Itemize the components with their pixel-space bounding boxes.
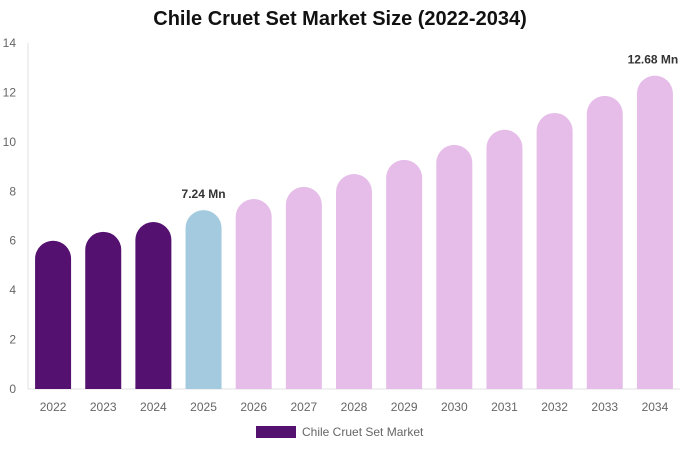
bar-2025 [185,210,222,389]
x-tick-label: 2028 [341,400,368,414]
bar-2033 [586,95,623,389]
y-tick-label: 0 [9,382,16,396]
data-label: 12.68 Mn [628,53,679,67]
legend: Chile Cruet Set Market [256,425,423,439]
bar-2028 [336,173,372,389]
x-tick-label: 2022 [40,400,67,414]
y-tick-label: 10 [3,135,17,149]
bar-2031 [486,129,523,390]
y-tick-label: 8 [9,184,16,198]
chart-title: Chile Cruet Set Market Size (2022-2034) [153,8,527,30]
x-tick-label: 2025 [190,400,217,414]
x-tick-label: 2033 [591,400,618,414]
bar-2034 [636,75,673,389]
y-tick-label: 4 [9,283,16,297]
bar-2024 [135,221,172,389]
bar-2029 [386,159,423,389]
x-tick-label: 2030 [441,400,468,414]
bar-2023 [85,231,122,389]
x-tick-label: 2029 [391,400,418,414]
bar-2030 [436,144,473,389]
y-tick-label: 12 [3,85,17,99]
x-tick-label: 2034 [642,400,669,414]
legend-label: Chile Cruet Set Market [302,425,424,439]
bar-2026 [235,198,272,389]
legend-swatch [256,426,296,438]
y-tick-label: 6 [9,234,16,248]
x-tick-label: 2027 [290,400,317,414]
bar-2022 [35,240,72,389]
x-tick-label: 2032 [541,400,568,414]
x-tick-label: 2024 [140,400,167,414]
x-tick-label: 2026 [240,400,267,414]
y-tick-label: 2 [9,333,16,347]
data-label: 7.24 Mn [182,187,226,201]
x-tick-label: 2023 [90,400,117,414]
x-tick-label: 2031 [491,400,518,414]
bar-2027 [285,186,322,389]
y-tick-label: 14 [3,36,17,50]
bar-2032 [536,112,573,390]
